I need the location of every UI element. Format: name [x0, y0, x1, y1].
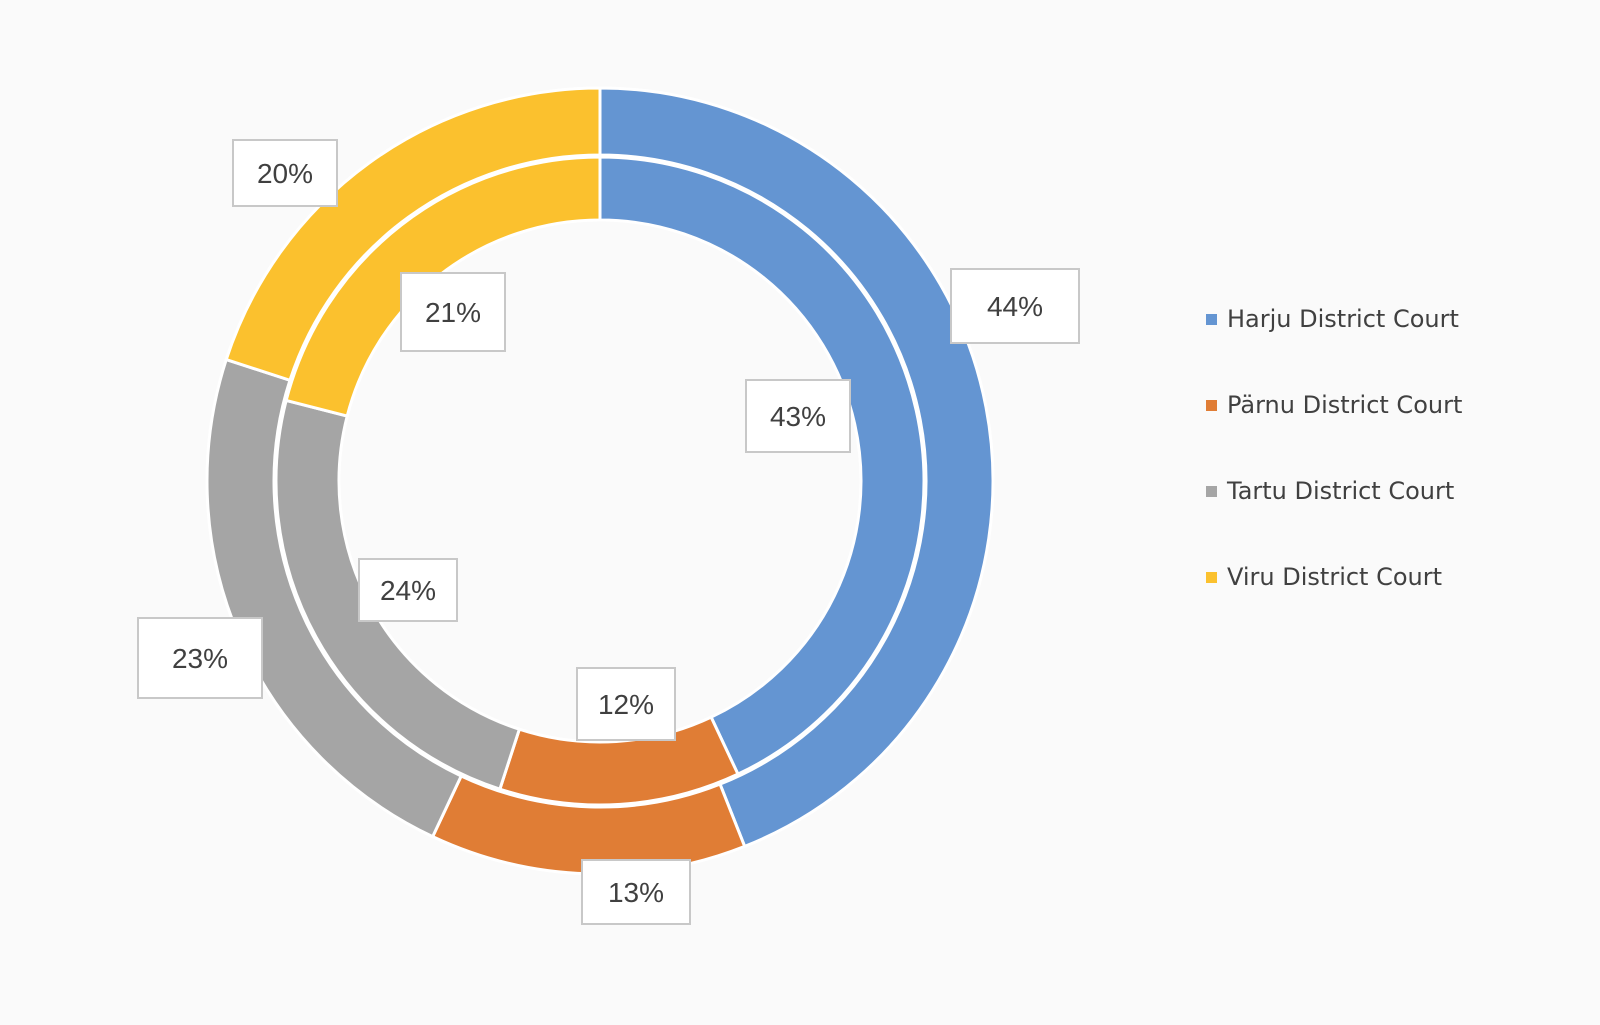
data-label-box [950, 268, 1080, 344]
data-labels-group: 44% 13% 23% 20% 43% 12% 24% 21% [137, 139, 1080, 925]
inner-slice-viru [284, 155, 602, 418]
legend-label: Pärnu District Court [1227, 391, 1463, 419]
data-label-box [358, 558, 458, 622]
legend-item-parnu: Pärnu District Court [1206, 390, 1586, 420]
legend-swatch [1206, 485, 1217, 497]
inner-data-label-harju: 43% [745, 379, 851, 453]
data-label-box [232, 139, 338, 207]
legend-swatch [1206, 313, 1217, 325]
inner-slice-harju [598, 155, 926, 777]
outer-data-label-parnu: 13% [581, 859, 691, 925]
outer-slice-viru [224, 86, 602, 383]
data-label-box [137, 617, 263, 699]
data-label-text: 12% [598, 689, 654, 720]
data-label-box [400, 272, 506, 352]
legend-item-harju: Harju District Court [1206, 304, 1586, 334]
data-label-text: 24% [380, 575, 436, 606]
data-label-text: 20% [257, 158, 313, 189]
legend-swatch [1206, 571, 1217, 583]
inner-data-label-tartu: 24% [358, 558, 458, 622]
outer-data-label-tartu: 23% [137, 617, 263, 699]
data-label-text: 21% [425, 297, 481, 328]
data-label-text: 43% [770, 401, 826, 432]
legend-item-viru: Viru District Court [1206, 562, 1586, 592]
data-label-box [745, 379, 851, 453]
inner-data-label-viru: 21% [400, 272, 506, 352]
outer-slice-harju [598, 86, 995, 849]
legend-swatch [1206, 399, 1217, 411]
legend: Harju District Court Pärnu District Cour… [1206, 304, 1586, 648]
slices-group [205, 86, 995, 876]
data-label-text: 23% [172, 643, 228, 674]
legend-label: Viru District Court [1227, 563, 1443, 591]
legend-label: Harju District Court [1227, 305, 1459, 333]
legend-item-tartu: Tartu District Court [1206, 476, 1586, 506]
outer-data-label-viru: 20% [232, 139, 338, 207]
data-label-box [581, 859, 691, 925]
data-label-text: 44% [987, 291, 1043, 322]
data-label-box [576, 667, 676, 741]
legend-label: Tartu District Court [1227, 477, 1455, 505]
data-label-text: 13% [608, 877, 664, 908]
outer-data-label-harju: 44% [950, 268, 1080, 344]
inner-data-label-parnu: 12% [576, 667, 676, 741]
